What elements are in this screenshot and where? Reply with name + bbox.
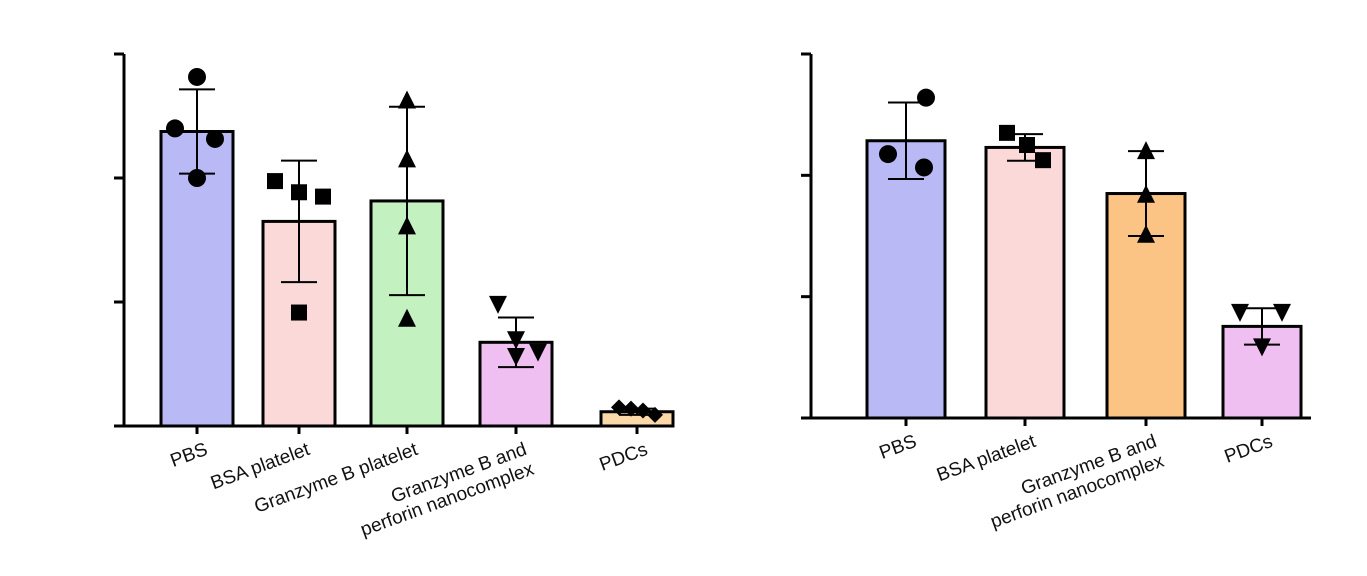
data-point bbox=[291, 304, 307, 321]
data-point bbox=[647, 406, 663, 423]
data-point bbox=[398, 216, 416, 235]
data-point bbox=[489, 295, 507, 314]
data-point bbox=[507, 347, 525, 366]
bar bbox=[984, 145, 1066, 420]
data-point bbox=[1273, 303, 1291, 322]
data-point bbox=[917, 88, 935, 107]
data-point bbox=[398, 308, 416, 327]
data-point bbox=[1253, 338, 1271, 357]
category-label: PBS bbox=[877, 431, 920, 464]
category-label-line: PBS bbox=[877, 431, 920, 464]
data-point bbox=[267, 173, 283, 190]
data-point bbox=[291, 184, 307, 201]
category-label-line: PBS bbox=[168, 439, 211, 472]
category-label-line: PDCs bbox=[1222, 431, 1276, 468]
data-point bbox=[188, 169, 206, 187]
data-point bbox=[1137, 224, 1155, 243]
data-point bbox=[188, 67, 206, 86]
category-label: PDCs bbox=[597, 439, 651, 476]
data-point bbox=[1035, 152, 1051, 169]
data-point bbox=[1137, 184, 1155, 203]
data-point bbox=[166, 119, 184, 138]
category-label-line: PDCs bbox=[597, 439, 651, 476]
data-point bbox=[529, 343, 547, 362]
data-point bbox=[1137, 141, 1155, 160]
data-point bbox=[398, 149, 416, 168]
data-point bbox=[635, 402, 651, 419]
category-label: PBS bbox=[168, 439, 211, 472]
data-point bbox=[1019, 137, 1035, 153]
data-point bbox=[1231, 303, 1249, 322]
data-point bbox=[315, 188, 331, 205]
data-point bbox=[879, 145, 897, 164]
category-label: PDCs bbox=[1222, 431, 1276, 468]
data-point bbox=[915, 158, 933, 177]
data-point bbox=[398, 90, 416, 109]
bar bbox=[865, 139, 947, 420]
data-point bbox=[623, 400, 639, 417]
data-point bbox=[611, 399, 627, 416]
data-point bbox=[206, 129, 224, 148]
data-point bbox=[507, 331, 525, 350]
data-point bbox=[999, 124, 1015, 141]
